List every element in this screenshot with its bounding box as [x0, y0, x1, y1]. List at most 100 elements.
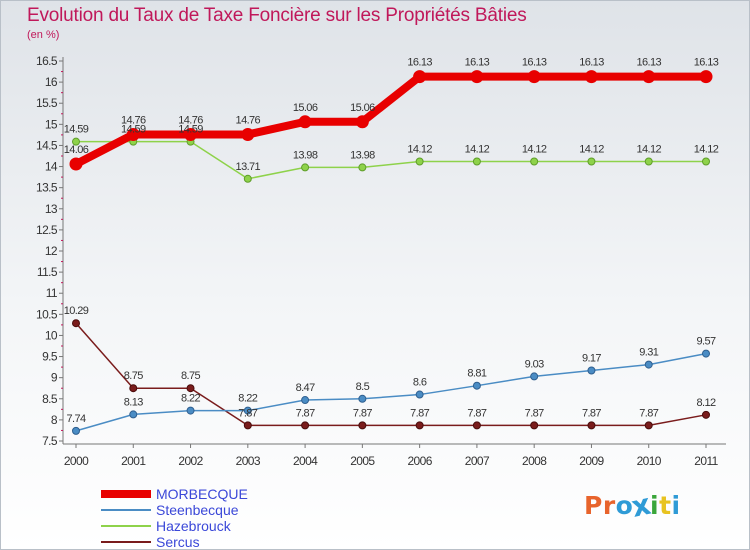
legend-swatch — [101, 509, 151, 511]
data-point-sercus — [301, 421, 310, 430]
data-point-steenbecque — [644, 360, 653, 369]
data-point-sercus — [472, 421, 481, 430]
data-point-morbecque — [470, 70, 484, 84]
data-point-hazebrouck — [472, 157, 481, 166]
data-point-steenbecque — [186, 406, 195, 415]
data-label-steenbecque: 8.22 — [238, 393, 257, 405]
data-label-morbecque: 16.13 — [407, 57, 432, 69]
data-point-sercus — [415, 421, 424, 430]
data-label-steenbecque: 8.81 — [467, 368, 486, 380]
chart-title: Evolution du Taux de Taxe Foncière sur l… — [27, 5, 527, 26]
data-point-hazebrouck — [301, 163, 310, 172]
data-label-hazebrouck: 14.59 — [178, 124, 203, 136]
data-label-morbecque: 15.06 — [350, 102, 375, 114]
y-tick-label: 11.5 — [37, 265, 58, 279]
data-label-hazebrouck: 14.12 — [407, 143, 432, 155]
data-point-hazebrouck — [644, 157, 653, 166]
data-label-morbecque: 16.13 — [465, 57, 490, 69]
data-label-morbecque: 16.13 — [579, 57, 604, 69]
data-point-hazebrouck — [72, 137, 80, 146]
y-tick-label: 16 — [45, 75, 58, 89]
data-point-sercus — [530, 421, 539, 430]
y-tick-label: 15 — [45, 117, 58, 131]
data-point-steenbecque — [72, 426, 80, 435]
data-label-sercus: 7.87 — [410, 407, 429, 419]
data-point-sercus — [358, 421, 367, 430]
data-point-steenbecque — [530, 372, 539, 381]
data-label-morbecque: 14.76 — [178, 114, 203, 126]
y-tick-label: 8.5 — [42, 392, 58, 406]
data-label-steenbecque: 8.47 — [296, 382, 315, 394]
data-point-morbecque — [642, 70, 656, 84]
x-tick-label: 2003 — [236, 454, 261, 468]
data-point-steenbecque — [415, 390, 424, 399]
data-point-morbecque — [69, 157, 83, 171]
data-point-sercus — [644, 421, 653, 430]
data-label-hazebrouck: 14.59 — [121, 124, 146, 136]
data-label-hazebrouck: 14.12 — [522, 143, 547, 155]
legend-label: MORBECQUE — [156, 486, 248, 502]
data-label-sercus: 7.87 — [525, 407, 544, 419]
data-label-sercus: 7.87 — [639, 407, 658, 419]
data-label-sercus: 10.29 — [64, 305, 89, 317]
data-point-steenbecque — [587, 366, 596, 375]
data-label-morbecque: 14.76 — [236, 114, 261, 126]
data-point-steenbecque — [129, 410, 138, 419]
data-label-sercus: 8.12 — [696, 397, 715, 409]
legend-swatch — [101, 525, 151, 527]
data-point-sercus — [243, 421, 252, 430]
data-label-hazebrouck: 14.12 — [636, 143, 661, 155]
data-point-morbecque — [584, 70, 598, 84]
logo-letter: t — [659, 491, 672, 520]
data-label-steenbecque: 8.13 — [124, 396, 143, 408]
legend-label: Hazebrouck — [156, 518, 231, 534]
data-point-hazebrouck — [702, 157, 710, 166]
data-label-sercus: 7.87 — [582, 407, 601, 419]
y-tick-label: 11 — [46, 286, 58, 300]
data-point-morbecque — [126, 127, 140, 141]
data-label-sercus: 8.75 — [124, 370, 143, 382]
data-point-steenbecque — [702, 349, 710, 358]
data-label-steenbecque: 9.03 — [525, 358, 544, 370]
x-tick-label: 2005 — [350, 454, 375, 468]
data-point-sercus — [186, 384, 195, 393]
data-label-steenbecque: 7.74 — [66, 413, 85, 425]
data-label-hazebrouck: 14.12 — [694, 143, 719, 155]
data-point-morbecque — [355, 115, 369, 129]
data-point-hazebrouck — [415, 157, 424, 166]
data-label-sercus: 7.87 — [467, 407, 486, 419]
data-label-steenbecque: 8.6 — [413, 377, 427, 389]
y-tick-label: 15.5 — [36, 96, 58, 110]
x-tick-label: 2000 — [64, 454, 89, 468]
y-tick-label: 12.5 — [36, 223, 58, 237]
y-tick-label: 10.5 — [36, 307, 58, 321]
data-point-sercus — [129, 384, 138, 393]
legend-label: Steenbecque — [156, 502, 239, 518]
y-tick-label: 16.5 — [36, 54, 58, 68]
data-point-sercus — [72, 319, 80, 328]
y-tick-label: 10 — [45, 328, 58, 342]
logo-letter: P — [584, 491, 603, 520]
data-label-steenbecque: 9.31 — [639, 347, 658, 359]
data-point-steenbecque — [243, 406, 252, 415]
data-label-hazebrouck: 14.12 — [465, 143, 490, 155]
data-label-steenbecque: 9.17 — [582, 352, 601, 364]
logo-letter: i — [650, 491, 660, 520]
y-tick-label: 13.5 — [36, 181, 58, 195]
x-tick-label: 2001 — [121, 454, 146, 468]
series-line-morbecque — [72, 72, 710, 169]
data-point-hazebrouck — [587, 157, 596, 166]
series-line-hazebrouck — [75, 140, 707, 180]
data-point-morbecque — [298, 115, 312, 129]
data-label-sercus: 7.87 — [296, 407, 315, 419]
data-label-hazebrouck: 14.12 — [579, 143, 604, 155]
data-label-sercus: 7.87 — [353, 407, 372, 419]
data-point-steenbecque — [472, 381, 481, 390]
data-point-morbecque — [184, 127, 198, 141]
proxiti-logo: Proxiti — [584, 487, 681, 524]
data-label-morbecque: 15.06 — [293, 102, 318, 114]
legend-swatch — [101, 490, 151, 498]
data-label-hazebrouck: 13.98 — [293, 149, 318, 161]
data-point-sercus — [702, 410, 710, 419]
